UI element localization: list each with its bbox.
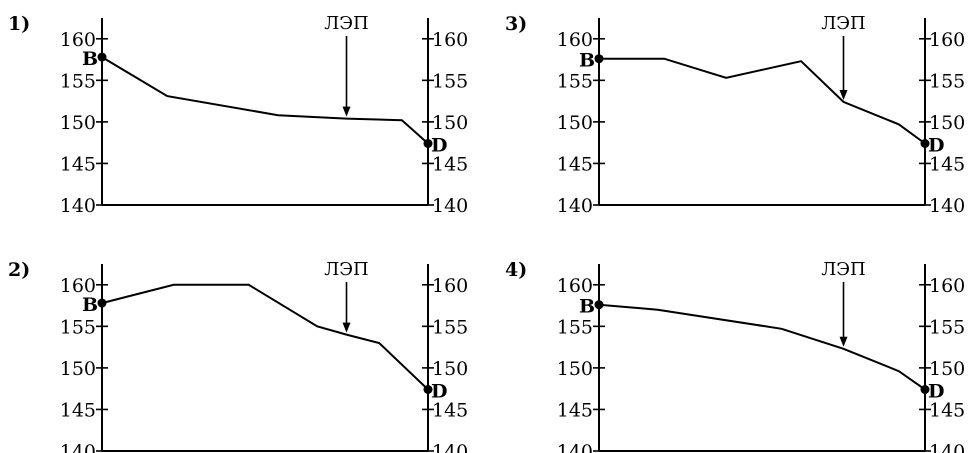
power-line-arrowhead	[839, 89, 848, 100]
panel-label: 4)	[505, 259, 527, 281]
right-tick-label: 150	[432, 358, 468, 380]
power-line-label: ЛЭП	[821, 259, 866, 280]
point-d-marker	[423, 384, 433, 394]
right-tick-label: 155	[432, 70, 468, 92]
point-b-marker	[97, 298, 107, 308]
chart-panel-4: 4) 160 160 155 155 150 150 145 145 140 140 B D ЛЭП	[505, 259, 965, 453]
right-tick-label: 145	[432, 153, 468, 175]
point-d-label: D	[928, 380, 944, 402]
right-tick-label: 150	[929, 358, 965, 380]
left-tick-label: 140	[60, 441, 96, 453]
right-tick-label: 140	[432, 195, 468, 217]
right-tick-label: 160	[432, 29, 468, 51]
right-tick-label: 150	[929, 112, 965, 134]
point-d-marker	[423, 138, 433, 148]
left-tick-label: 145	[557, 399, 593, 421]
power-line-label: ЛЭП	[324, 259, 369, 280]
right-tick-label: 145	[929, 399, 965, 421]
profile-line	[599, 57, 926, 145]
right-tick-label: 150	[432, 112, 468, 134]
panel-label: 2)	[8, 259, 30, 281]
right-tick-label: 155	[929, 316, 965, 338]
profile-line	[598, 303, 926, 391]
point-b-marker	[594, 54, 604, 64]
left-tick-label: 145	[557, 153, 593, 175]
right-tick-label: 155	[432, 316, 468, 338]
profile-line	[101, 283, 429, 391]
left-tick-label: 150	[60, 358, 96, 380]
left-tick-label: 155	[60, 70, 96, 92]
right-tick-label: 160	[929, 29, 965, 51]
point-b-marker	[594, 300, 604, 310]
point-d-marker	[920, 384, 930, 394]
right-tick-label: 140	[432, 441, 468, 453]
left-tick-label: 140	[557, 195, 593, 217]
right-tick-label: 140	[929, 195, 965, 217]
left-tick-label: 140	[557, 441, 593, 453]
point-d-label: D	[431, 380, 447, 402]
power-line-arrowhead	[342, 322, 351, 333]
chart-panel-1: 1) 160 160 155 155 150 150 145 145 140 140 B D ЛЭП	[8, 13, 468, 217]
panel-label: 3)	[505, 13, 527, 35]
left-tick-label: 150	[557, 112, 593, 134]
chart-panel-3: 3) 160 160 155 155 150 150 145 145 140 140 B D ЛЭП	[505, 13, 965, 217]
left-tick-label: 155	[557, 70, 593, 92]
panel-label: 1)	[8, 13, 30, 35]
left-tick-label: 155	[60, 316, 96, 338]
left-tick-label: 145	[60, 153, 96, 175]
right-tick-label: 155	[929, 70, 965, 92]
left-tick-label: 160	[60, 29, 96, 51]
point-b-label: B	[579, 296, 595, 318]
point-d-marker	[920, 138, 930, 148]
right-tick-label: 140	[929, 441, 965, 453]
right-tick-label: 160	[929, 275, 965, 297]
point-b-label: B	[82, 294, 98, 316]
left-tick-label: 160	[557, 275, 593, 297]
right-tick-label: 145	[432, 399, 468, 421]
point-b-marker	[97, 52, 107, 62]
left-tick-label: 160	[557, 29, 593, 51]
right-tick-label: 160	[432, 275, 468, 297]
left-tick-label: 160	[60, 275, 96, 297]
left-tick-label: 150	[60, 112, 96, 134]
profile-line	[101, 56, 429, 145]
power-line-arrowhead	[839, 336, 848, 347]
left-tick-label: 140	[60, 195, 96, 217]
left-tick-label: 145	[60, 399, 96, 421]
right-tick-label: 145	[929, 153, 965, 175]
point-d-label: D	[928, 134, 944, 156]
left-tick-label: 155	[557, 316, 593, 338]
power-line-label: ЛЭП	[324, 13, 369, 34]
power-line-label: ЛЭП	[821, 13, 866, 34]
point-b-label: B	[579, 50, 595, 72]
power-line-arrowhead	[342, 106, 351, 117]
point-d-label: D	[431, 134, 447, 156]
chart-panel-2: 2) 160 160 155 155 150 150 145 145 140 140 B D ЛЭП	[8, 259, 468, 453]
left-tick-label: 150	[557, 358, 593, 380]
point-b-label: B	[82, 48, 98, 70]
